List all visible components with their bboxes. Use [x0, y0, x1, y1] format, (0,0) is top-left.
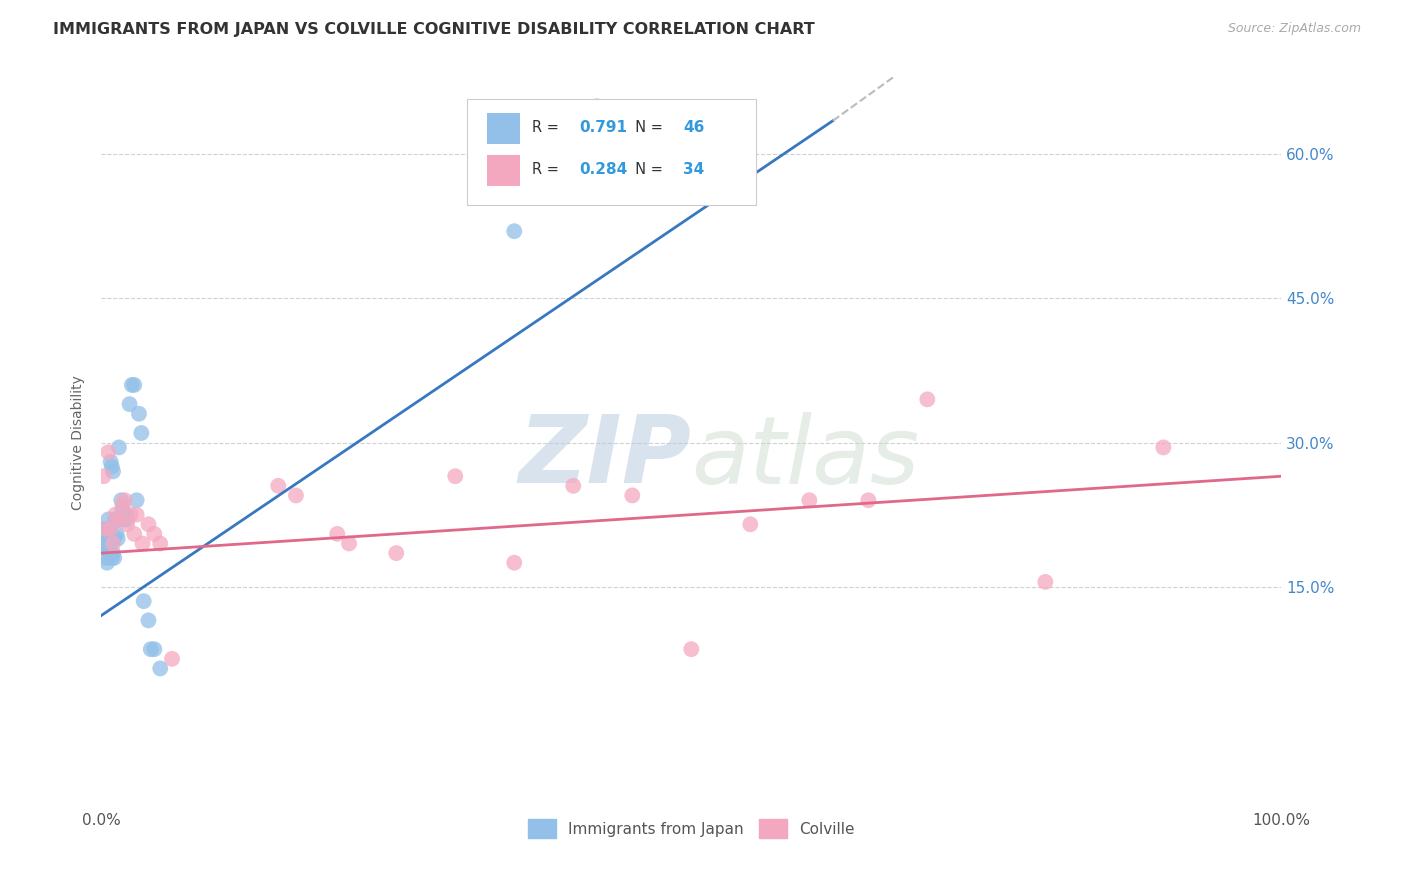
Point — [108, 512, 131, 526]
Text: 46: 46 — [683, 120, 704, 136]
Point — [94, 541, 117, 556]
Text: N =: N = — [627, 162, 668, 177]
Point — [132, 594, 155, 608]
Point — [125, 508, 148, 522]
Point — [101, 546, 124, 560]
Point — [114, 512, 136, 526]
Point — [1152, 441, 1174, 455]
Point — [94, 522, 117, 536]
Point — [131, 536, 153, 550]
Point — [107, 532, 129, 546]
Point — [122, 527, 145, 541]
Point — [97, 541, 120, 556]
Point — [326, 527, 349, 541]
Point — [94, 550, 117, 565]
Text: 34: 34 — [683, 162, 704, 177]
Point — [111, 503, 134, 517]
Point — [122, 378, 145, 392]
Point — [96, 556, 118, 570]
Bar — [486, 155, 520, 186]
Point — [149, 661, 172, 675]
Point — [100, 522, 122, 536]
Text: R =: R = — [531, 120, 564, 136]
Point — [858, 493, 880, 508]
Point — [96, 541, 118, 556]
Point — [681, 642, 703, 657]
Point — [98, 522, 121, 536]
Point — [125, 493, 148, 508]
Point — [96, 532, 118, 546]
Point — [101, 536, 124, 550]
Point — [108, 512, 131, 526]
Point — [586, 99, 609, 113]
Text: N =: N = — [627, 120, 668, 136]
Point — [111, 498, 134, 512]
FancyBboxPatch shape — [467, 99, 756, 205]
Text: IMMIGRANTS FROM JAPAN VS COLVILLE COGNITIVE DISABILITY CORRELATION CHART: IMMIGRANTS FROM JAPAN VS COLVILLE COGNIT… — [53, 22, 815, 37]
Point — [799, 493, 821, 508]
Text: R =: R = — [531, 162, 564, 177]
Point — [120, 508, 142, 522]
Point — [114, 493, 136, 508]
Point — [160, 652, 183, 666]
Point — [139, 642, 162, 657]
Point — [98, 546, 121, 560]
Point — [98, 536, 121, 550]
Point — [94, 532, 117, 546]
Point — [101, 550, 124, 565]
Point — [284, 488, 307, 502]
Point — [101, 465, 124, 479]
Point — [740, 517, 762, 532]
Point — [917, 392, 939, 407]
Text: 0.284: 0.284 — [579, 162, 627, 177]
Point — [104, 508, 127, 522]
Point — [112, 508, 135, 522]
Legend: Immigrants from Japan, Colville: Immigrants from Japan, Colville — [522, 814, 860, 844]
Point — [128, 407, 150, 421]
Point — [621, 488, 644, 502]
Point — [138, 517, 160, 532]
Point — [93, 522, 115, 536]
Point — [115, 512, 138, 526]
Point — [143, 642, 166, 657]
Point — [121, 378, 143, 392]
Point — [105, 527, 128, 541]
Point — [108, 441, 131, 455]
Point — [143, 527, 166, 541]
Point — [94, 532, 117, 546]
Point — [94, 522, 117, 536]
Point — [131, 425, 153, 440]
Point — [101, 459, 124, 474]
Y-axis label: Cognitive Disability: Cognitive Disability — [72, 376, 86, 510]
Point — [337, 536, 360, 550]
Point — [149, 536, 172, 550]
Point — [97, 512, 120, 526]
Bar — [486, 113, 520, 144]
Point — [97, 445, 120, 459]
Text: atlas: atlas — [692, 412, 920, 503]
Point — [110, 493, 132, 508]
Point — [1035, 574, 1057, 589]
Point — [138, 613, 160, 627]
Point — [103, 532, 125, 546]
Text: ZIP: ZIP — [519, 411, 692, 503]
Point — [118, 397, 141, 411]
Point — [503, 556, 526, 570]
Text: 0.791: 0.791 — [579, 120, 627, 136]
Point — [115, 517, 138, 532]
Point — [444, 469, 467, 483]
Point — [93, 532, 115, 546]
Point — [100, 455, 122, 469]
Text: Source: ZipAtlas.com: Source: ZipAtlas.com — [1227, 22, 1361, 36]
Point — [103, 550, 125, 565]
Point — [503, 224, 526, 238]
Point — [115, 508, 138, 522]
Point — [267, 479, 290, 493]
Point — [93, 469, 115, 483]
Point — [562, 479, 585, 493]
Point — [385, 546, 408, 560]
Point — [104, 512, 127, 526]
